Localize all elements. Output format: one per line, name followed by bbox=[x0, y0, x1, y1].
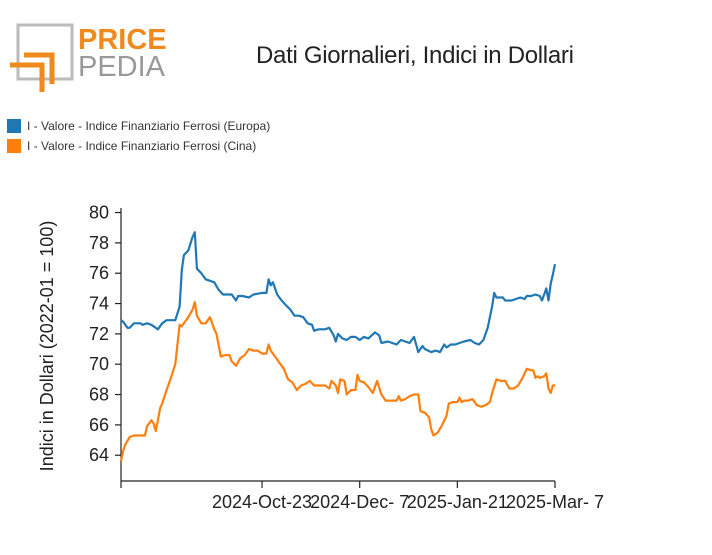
legend-item-cina[interactable]: I - Valore - Indice Finanziario Ferrosi … bbox=[7, 139, 256, 153]
y-tick-label: 74 bbox=[89, 294, 109, 314]
legend-swatch-cina bbox=[7, 139, 21, 153]
x-tick-label: 2025-Jan-21 bbox=[407, 492, 508, 512]
pricepedia-logo: PRICE PEDIA bbox=[10, 23, 166, 92]
logo-text-bottom: PEDIA bbox=[78, 51, 166, 83]
x-tick-label: 2024-Dec- 7 bbox=[310, 492, 409, 512]
legend-swatch-europa bbox=[7, 119, 21, 133]
series-line-cina bbox=[119, 300, 555, 462]
y-tick-label: 66 bbox=[89, 415, 109, 435]
x-tick-label: 2025-Mar- 7 bbox=[506, 492, 604, 512]
y-tick-label: 76 bbox=[89, 263, 109, 283]
y-tick-label: 64 bbox=[89, 445, 109, 465]
y-tick-label: 70 bbox=[89, 354, 109, 374]
y-tick-label: 68 bbox=[89, 385, 109, 405]
legend-item-europa[interactable]: I - Valore - Indice Finanziario Ferrosi … bbox=[7, 119, 270, 133]
series-line-europa bbox=[120, 231, 557, 354]
legend-label-europa: I - Valore - Indice Finanziario Ferrosi … bbox=[27, 119, 271, 133]
logo-text-top: PRICE bbox=[78, 24, 166, 56]
y-tick-label: 80 bbox=[89, 203, 109, 223]
series-layer bbox=[119, 231, 557, 462]
y-axis-label: Indici in Dollari (2022-01 = 100) bbox=[37, 221, 57, 472]
y-tick-label: 78 bbox=[89, 233, 109, 253]
y-tick-label: 72 bbox=[89, 324, 109, 344]
chart-title: Dati Giornalieri, Indici in Dollari bbox=[256, 42, 574, 69]
y-axis: 64 66 68 70 72 74 76 78 80 bbox=[89, 203, 122, 481]
x-tick-label: 2024-Oct-23 bbox=[212, 492, 312, 512]
legend-label-cina: I - Valore - Indice Finanziario Ferrosi … bbox=[27, 139, 257, 153]
